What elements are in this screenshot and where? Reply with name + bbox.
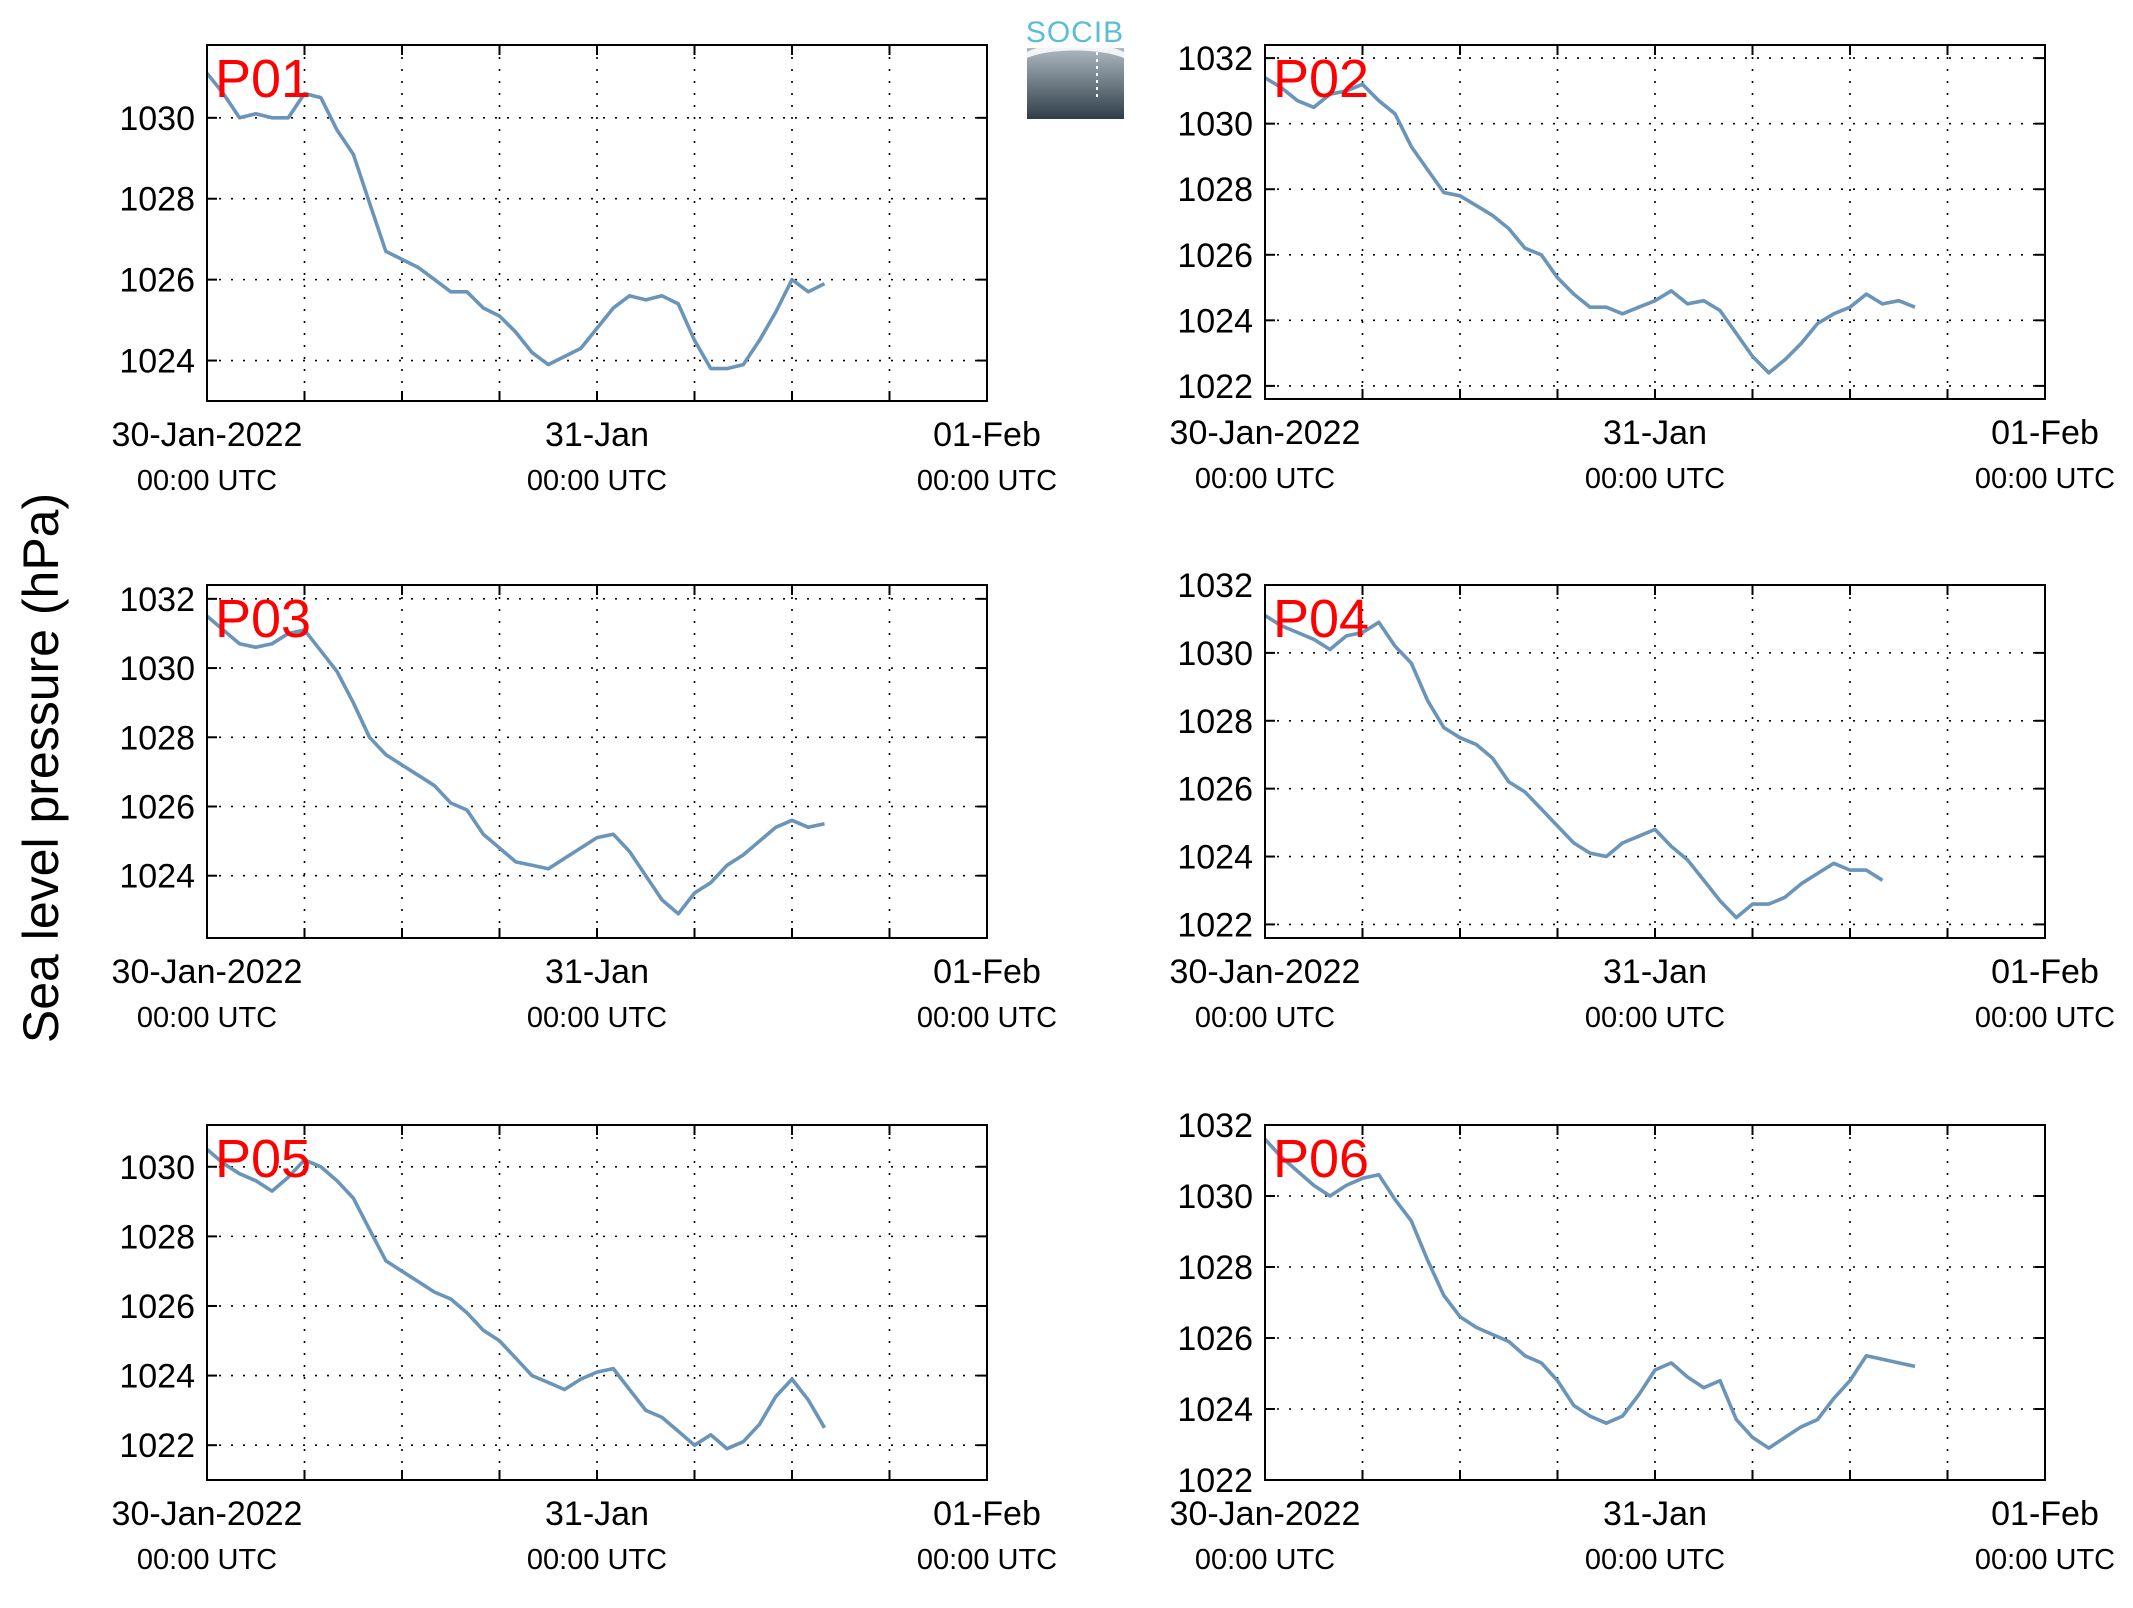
plot-area [1265,1125,2045,1480]
y-tick-label: 1026 [1177,237,1253,275]
y-tick-label: 1030 [1177,1178,1253,1216]
x-tick-label-time: 00:00 UTC [1585,1002,1725,1034]
x-tick-label-date: 01-Feb [933,416,1041,454]
panel-label: P02 [1273,49,1369,109]
y-tick-label: 1030 [1177,635,1253,673]
y-tick-label: 1028 [1177,703,1253,741]
x-tick-label-time: 00:00 UTC [1975,463,2115,495]
x-tick-label-time: 00:00 UTC [917,1544,1057,1576]
x-tick-label-date: 30-Jan-2022 [1170,953,1361,991]
y-tick-label: 1026 [119,262,195,300]
panel-p03: 1024 1026 1028 1030 1032 30-Jan-2022 00:00 UTC… [112,581,1058,1034]
panel-label: P03 [215,589,311,649]
y-tick-label: 1032 [1177,1107,1253,1145]
x-tick-label-time: 00:00 UTC [527,465,667,497]
panel-p01: 1024 1026 1028 1030 30-Jan-2022 00:00 UTC 31-J… [112,44,1057,497]
x-tick-label-date: 01-Feb [933,953,1041,991]
x-tick-label-time: 00:00 UTC [1975,1544,2115,1576]
x-tick-label-date: 31-Jan [1603,1495,1707,1533]
y-tick-label: 1022 [1177,906,1253,944]
x-tick-label-time: 00:00 UTC [1195,1002,1335,1034]
y-tick-label: 1026 [119,1288,195,1326]
series-line [205,1148,827,1451]
y-tick-label: 1028 [119,719,195,757]
y-tick-label: 1026 [1177,1320,1253,1358]
x-tick-label-date: 31-Jan [545,953,649,991]
x-tick-label-date: 31-Jan [1603,953,1707,991]
plot-area [1265,45,2045,399]
panel-p06: 1022 1024 1026 1028 1030 1032 30-Jan-2022 00:00… [1170,1107,2116,1576]
x-tick-label-time: 00:00 UTC [137,1544,277,1576]
y-tick-label: 1022 [1177,368,1253,406]
y-tick-label: 1030 [1177,106,1253,144]
plot-area [207,45,987,401]
series-line [1263,1137,1916,1450]
panel-label: P05 [215,1129,311,1189]
plot-area [207,1125,987,1480]
panel-p04: 1022 1024 1026 1028 1030 1032 30-Jan-2022 00:00… [1170,567,2116,1034]
x-tick-label-time: 00:00 UTC [1195,463,1335,495]
y-tick-label: 1024 [119,1358,195,1396]
y-tick-label: 1030 [119,650,195,688]
panel-label: P01 [215,49,311,109]
panel-label: P04 [1273,589,1369,649]
y-tick-label: 1028 [1177,1249,1253,1287]
x-tick-label-time: 00:00 UTC [917,1002,1057,1034]
x-tick-label-time: 00:00 UTC [1585,463,1725,495]
x-tick-label-time: 00:00 UTC [527,1002,667,1034]
y-tick-label: 1022 [119,1427,195,1465]
x-tick-label-date: 01-Feb [1991,414,2099,452]
socib-logo: SOCIB [1026,16,1124,119]
y-axis-label: Sea level pressure (hPa) [13,493,69,1043]
x-tick-label-time: 00:00 UTC [527,1544,667,1576]
series-line [1264,613,1884,920]
y-tick-label: 1024 [119,343,195,381]
x-tick-label-time: 00:00 UTC [137,465,277,497]
y-tick-label: 1032 [1177,40,1253,78]
logo-wave [1027,43,1124,58]
x-tick-label-date: 01-Feb [933,1495,1041,1533]
y-tick-label: 1028 [1177,171,1253,209]
panel-p02: 1022 1024 1026 1028 1030 1032 30-Jan-2022 00:00… [1170,40,2116,495]
x-tick-label-date: 31-Jan [1603,414,1707,452]
y-tick-label: 1028 [119,1218,195,1256]
y-tick-label: 1024 [1177,302,1253,340]
x-tick-label-date: 30-Jan-2022 [1170,414,1361,452]
x-tick-label-date: 31-Jan [545,1495,649,1533]
series-line [205,614,825,916]
x-tick-label-date: 01-Feb [1991,953,2099,991]
x-tick-label-time: 00:00 UTC [137,1002,277,1034]
series-line [1264,76,1916,375]
x-tick-label-time: 00:00 UTC [917,465,1057,497]
x-tick-label-date: 30-Jan-2022 [112,1495,303,1533]
x-tick-label-date: 01-Feb [1991,1495,2099,1533]
x-tick-label-time: 00:00 UTC [1195,1544,1335,1576]
panel-p05: 1022 1024 1026 1028 1030 30-Jan-2022 00:00 UTC… [112,1124,1057,1576]
y-tick-label: 1024 [119,858,195,896]
y-tick-label: 1028 [119,181,195,219]
y-tick-label: 1032 [119,581,195,619]
series-line [205,72,826,371]
y-tick-label: 1030 [119,1149,195,1187]
y-tick-label: 1030 [119,100,195,138]
y-tick-label: 1024 [1177,839,1253,877]
y-tick-label: 1022 [1177,1462,1253,1500]
y-tick-label: 1026 [119,788,195,826]
logo-text: SOCIB [1026,16,1124,49]
x-tick-label-time: 00:00 UTC [1975,1002,2115,1034]
y-tick-label: 1024 [1177,1391,1253,1429]
panel-label: P06 [1273,1129,1369,1189]
x-tick-label-date: 31-Jan [545,416,649,454]
x-tick-label-time: 00:00 UTC [1585,1544,1725,1576]
x-tick-label-date: 30-Jan-2022 [112,953,303,991]
logo-gradient-block [1027,48,1124,119]
x-tick-label-date: 30-Jan-2022 [1170,1495,1361,1533]
y-tick-label: 1032 [1177,567,1253,605]
plot-area [207,585,987,938]
y-tick-label: 1026 [1177,771,1253,809]
x-tick-label-date: 30-Jan-2022 [112,416,303,454]
